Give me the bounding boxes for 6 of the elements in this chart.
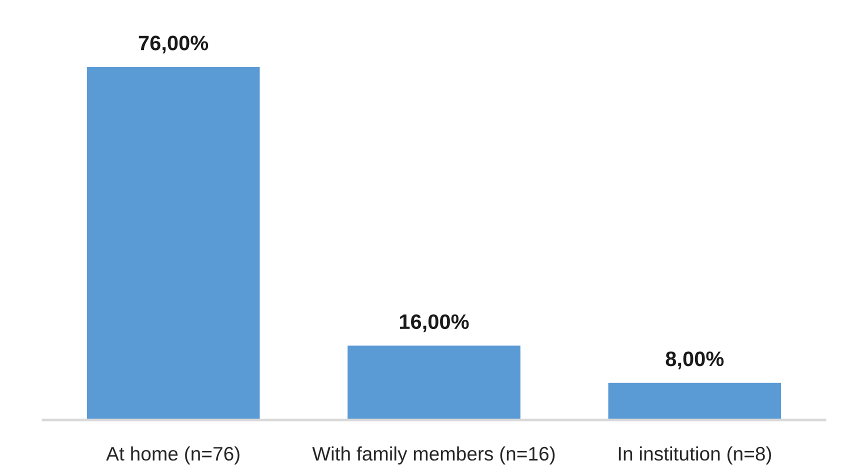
x-tick-label: With family members (n=16) [312, 446, 555, 465]
data-label: 76,00% [138, 36, 208, 54]
data-label: 16,00% [400, 314, 469, 332]
x-tick-label: In institution (n=8) [618, 446, 772, 465]
data-label: 8,00% [666, 351, 724, 370]
x-tick-label: At home (n=76) [106, 446, 240, 465]
